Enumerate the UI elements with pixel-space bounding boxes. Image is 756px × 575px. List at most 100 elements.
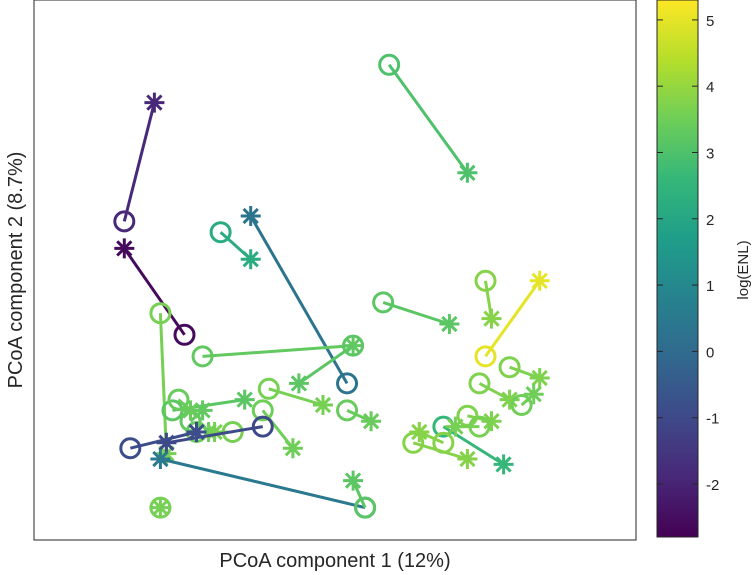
pair-connector (160, 457, 366, 510)
colorbar-tick-label: 0 (706, 344, 714, 361)
colorbar-tick-label: -1 (706, 411, 719, 428)
sample-pair (257, 377, 333, 415)
sample-pair (156, 415, 274, 453)
asterisk-marker (186, 422, 207, 442)
circle-marker (474, 269, 497, 292)
asterisk-marker (150, 497, 171, 518)
asterisk-marker (529, 270, 550, 291)
sample-pair (167, 388, 201, 421)
sample-pair (510, 384, 544, 416)
pair-connector (298, 344, 354, 385)
circle-marker (336, 372, 359, 395)
asterisk-marker (180, 400, 201, 421)
pair-connector (166, 425, 264, 445)
circle-marker (209, 221, 232, 244)
colorbar-tick-label: 1 (706, 278, 714, 295)
asterisk-marker (523, 384, 544, 405)
asterisk-marker (457, 449, 478, 469)
asterisk-marker (144, 92, 165, 113)
sample-pair (498, 356, 550, 388)
circle-marker (378, 53, 401, 76)
sample-pair (474, 269, 502, 329)
asterisk-marker (234, 389, 255, 410)
asterisk-marker (150, 449, 171, 469)
pair-connector (509, 365, 541, 380)
asterisk-marker (204, 422, 225, 442)
asterisk-marker (361, 411, 382, 432)
circle-marker (432, 431, 455, 454)
circle-marker (468, 372, 491, 395)
sample-pair (113, 92, 165, 233)
colorbar-tick-label: -2 (706, 477, 719, 494)
pair-connector (123, 247, 186, 336)
circle-marker (257, 377, 280, 400)
sample-pair (119, 422, 207, 460)
circle-marker (372, 291, 395, 314)
sample-pair (409, 422, 455, 454)
pair-connector (418, 430, 444, 445)
pair-connector (122, 102, 156, 222)
circle-marker (167, 388, 190, 411)
asterisk-marker (240, 249, 261, 270)
asterisk-marker (457, 162, 478, 183)
y-axis-label: PCoA component 2 (8.7%) (5, 152, 27, 389)
circle-marker (173, 323, 196, 346)
circle-marker (336, 399, 359, 422)
circle-marker (474, 345, 497, 368)
asterisk-marker (529, 368, 550, 388)
pair-connector (346, 409, 372, 423)
sample-pair (149, 496, 172, 519)
sample-pair (474, 270, 550, 368)
circle-marker (510, 394, 533, 416)
colorbar-tick-label: 3 (706, 145, 714, 162)
sample-pair (209, 221, 261, 270)
circle-marker (468, 415, 491, 438)
sample-pair (336, 399, 382, 432)
asterisk-marker (156, 432, 177, 453)
colorbar-tick-label: 2 (706, 212, 714, 229)
sample-pair (114, 238, 196, 346)
pair-connector (478, 382, 511, 401)
colorbar (656, 0, 699, 538)
circle-marker (149, 302, 172, 325)
plot-area (33, 0, 637, 541)
sample-pair (372, 291, 460, 334)
sample-pair (240, 206, 359, 395)
colorbar-tick-label: 5 (706, 13, 714, 30)
sample-pair (432, 415, 514, 475)
data-layer (113, 53, 550, 519)
pair-connector (382, 300, 450, 326)
asterisk-marker (481, 411, 502, 432)
x-axis-label: PCoA component 1 (12%) (219, 550, 450, 572)
pair-connector (129, 430, 197, 450)
asterisk-marker (282, 438, 303, 459)
pair-connector (202, 344, 354, 358)
asterisk-marker (288, 373, 309, 394)
asterisk-marker (409, 422, 430, 442)
sample-pair (468, 372, 520, 410)
circle-marker (191, 345, 214, 368)
pair-connector (442, 425, 505, 466)
circle-marker (251, 399, 274, 422)
circle-marker (119, 437, 142, 460)
sample-pair (288, 334, 365, 394)
asterisk-marker (114, 238, 135, 259)
pair-connector (387, 63, 469, 174)
asterisk-marker (499, 389, 520, 410)
circle-marker (498, 356, 521, 379)
asterisk-marker (313, 395, 333, 415)
circle-marker (354, 496, 377, 519)
sample-pair (445, 415, 491, 438)
pair-connector (351, 479, 367, 509)
colorbar-tick-label: 4 (706, 79, 714, 96)
pair-connector (249, 215, 349, 385)
circle-marker (251, 415, 274, 438)
asterisk-marker (192, 400, 213, 421)
asterisk-marker (481, 308, 502, 329)
asterisk-marker (439, 314, 460, 334)
pair-connector (484, 279, 541, 358)
circle-marker (113, 210, 136, 233)
asterisk-marker (240, 206, 261, 226)
sample-pair (343, 470, 377, 519)
